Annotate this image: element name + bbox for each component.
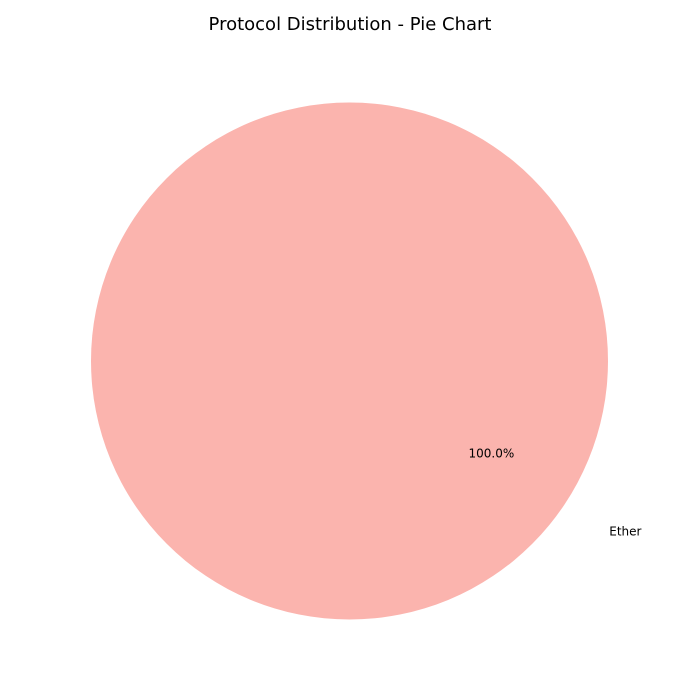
slice-percent-label: 100.0% — [468, 447, 514, 461]
pie-slice-ether — [91, 102, 608, 620]
pie-labels: Ether 100.0% — [468, 447, 641, 539]
slice-label: Ether — [609, 525, 641, 539]
chart-title: Protocol Distribution - Pie Chart — [209, 14, 492, 35]
pie-slices — [91, 102, 608, 620]
